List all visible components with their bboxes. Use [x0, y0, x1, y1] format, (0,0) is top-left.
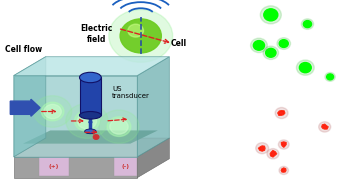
- Polygon shape: [115, 157, 137, 176]
- Circle shape: [279, 166, 288, 174]
- Circle shape: [279, 40, 288, 47]
- Circle shape: [109, 10, 173, 62]
- Circle shape: [264, 9, 278, 21]
- Circle shape: [34, 96, 72, 127]
- Polygon shape: [137, 57, 170, 157]
- Text: (+): (+): [48, 164, 59, 169]
- Circle shape: [319, 122, 331, 132]
- Circle shape: [325, 72, 335, 81]
- Polygon shape: [281, 142, 286, 147]
- Polygon shape: [137, 138, 170, 178]
- Circle shape: [260, 6, 281, 24]
- Text: Electric
field: Electric field: [80, 24, 112, 44]
- Circle shape: [277, 38, 291, 49]
- Text: US
transducer: US transducer: [112, 86, 150, 99]
- Polygon shape: [322, 124, 328, 129]
- Ellipse shape: [80, 112, 101, 119]
- Circle shape: [251, 38, 267, 53]
- Circle shape: [77, 113, 97, 129]
- Polygon shape: [14, 157, 137, 178]
- Polygon shape: [14, 138, 170, 157]
- Circle shape: [66, 104, 108, 138]
- Circle shape: [263, 46, 279, 60]
- Circle shape: [299, 63, 311, 73]
- Ellipse shape: [80, 72, 101, 83]
- Circle shape: [253, 41, 264, 50]
- Polygon shape: [39, 157, 68, 176]
- Polygon shape: [270, 151, 277, 157]
- Text: (-): (-): [122, 164, 130, 169]
- Circle shape: [110, 119, 128, 134]
- Circle shape: [41, 102, 64, 121]
- FancyArrow shape: [10, 99, 40, 116]
- Ellipse shape: [85, 129, 96, 134]
- Circle shape: [327, 74, 334, 80]
- Circle shape: [256, 143, 268, 154]
- Circle shape: [93, 135, 99, 139]
- Polygon shape: [281, 168, 286, 172]
- Circle shape: [303, 21, 312, 28]
- Polygon shape: [259, 146, 265, 151]
- Circle shape: [266, 48, 276, 57]
- Circle shape: [128, 24, 143, 37]
- Circle shape: [75, 111, 99, 131]
- Circle shape: [44, 104, 61, 119]
- Circle shape: [267, 149, 279, 159]
- Polygon shape: [23, 130, 158, 144]
- Text: Cell: Cell: [171, 39, 186, 48]
- Polygon shape: [14, 76, 137, 157]
- Polygon shape: [278, 111, 285, 115]
- Circle shape: [107, 117, 131, 136]
- Polygon shape: [14, 57, 46, 157]
- Text: Cell flow: Cell flow: [5, 45, 42, 54]
- Circle shape: [278, 140, 289, 149]
- FancyBboxPatch shape: [80, 77, 101, 115]
- Circle shape: [99, 110, 139, 143]
- Circle shape: [275, 108, 288, 119]
- Polygon shape: [46, 57, 170, 138]
- Circle shape: [120, 19, 161, 53]
- Circle shape: [301, 19, 314, 29]
- Polygon shape: [14, 57, 170, 76]
- Circle shape: [296, 60, 314, 75]
